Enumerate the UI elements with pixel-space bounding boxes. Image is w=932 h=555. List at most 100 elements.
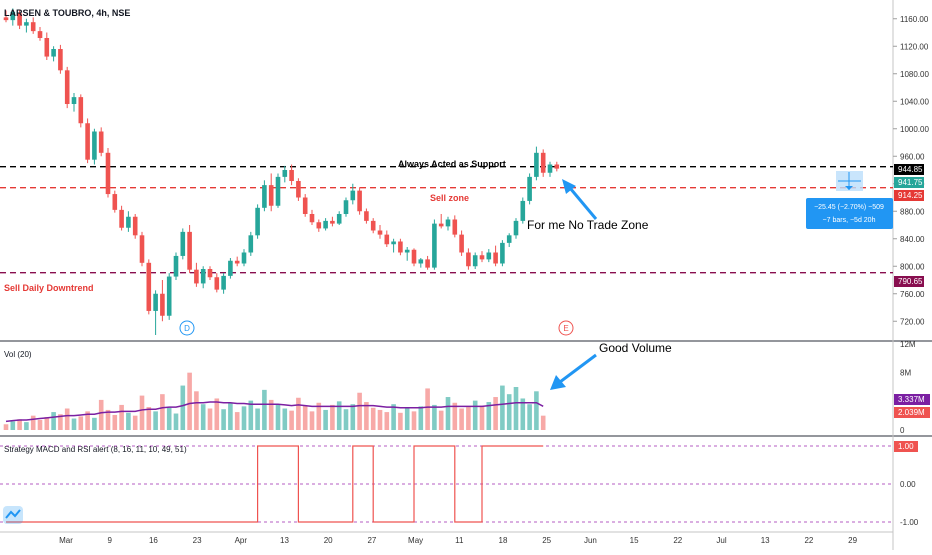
volume-bar [336,401,342,430]
volume-bar [452,402,458,430]
volume-ma-line [5,401,544,423]
time-tick-label: 20 [324,536,333,545]
dividend-marker[interactable]: D [179,320,195,336]
candle-body [160,293,165,316]
volume-bar [364,402,369,430]
candle-body [316,222,322,229]
candle [10,8,16,26]
candle [466,248,471,270]
candle [527,173,532,205]
candle [472,252,478,269]
candle-body [302,197,308,214]
candle-body [357,190,362,212]
volume-bar [187,372,192,430]
candle-body [513,220,519,236]
time-tick-label: 13 [761,536,770,545]
volume-bar [377,409,383,430]
time-tick-label: Jul [716,536,726,545]
candle [282,165,288,183]
candle-body [71,97,77,104]
tradingview-logo[interactable] [3,506,23,524]
candle [234,256,240,267]
volume-bar [10,421,16,430]
volume-bar [323,409,328,430]
candle-body [180,231,186,256]
volume-bar [166,407,172,430]
candle-body [3,17,9,21]
candle-body [336,214,342,224]
time-tick-label: 16 [149,536,158,545]
volume-bar [527,404,532,430]
candle-body [173,255,179,277]
time-tick-label: 18 [499,536,508,545]
earnings-marker[interactable]: E [558,320,574,336]
candle [71,93,77,112]
candle [51,46,56,62]
candle-body [10,11,16,21]
volume-bar [126,412,131,430]
volume-bar [139,395,145,430]
candle [500,240,505,267]
candle-body [486,252,492,260]
volume-bar [3,424,9,430]
volume-bar [160,394,165,430]
candle [357,187,362,215]
candle-body [64,70,70,104]
support-annotation: Always Acted as Support [398,159,506,169]
candle [398,238,403,256]
price-axis-labels: 944.85 941.75 914.25 790.65 [894,164,924,287]
candle [221,273,226,294]
support-price-label: 944.85 [898,165,923,174]
volume-bar [248,400,254,430]
candle-body [384,234,390,245]
candle-body [98,131,104,153]
no-trade-arrow [562,179,598,220]
candle [323,218,328,231]
volume-bar [296,397,301,430]
candle [506,233,512,247]
volume-bar [17,419,22,430]
candle-body [296,181,301,198]
time-tick-label: 29 [848,536,857,545]
candle-body [146,262,152,311]
candle-body [262,185,267,208]
volume-bar [404,408,410,430]
volume-bar [384,412,390,430]
candle-body [200,269,206,284]
strategy-last-label: 1.00 [898,442,914,451]
volume-bar [472,400,478,430]
candle [112,190,118,213]
price-tick-label: 1000.00 [900,125,929,134]
volume-bar [105,409,111,430]
volume-bars [3,372,546,430]
candle [3,10,9,23]
price-tick-label: 800.00 [900,262,925,271]
time-tick-label: Jun [584,536,597,545]
volume-bar [37,419,43,430]
candle-body [126,216,131,228]
candle-body [92,131,97,160]
volume-bar [398,412,403,430]
candle-body [500,242,505,264]
candle-body [58,49,63,71]
volume-bar [241,406,247,430]
daily-price-label: 790.65 [898,277,923,286]
volume-bar [534,391,539,430]
volume-bar [200,404,206,430]
volume-bar [282,408,288,430]
candle-body [268,185,274,206]
candle-body [309,214,315,223]
time-tick-label: 27 [367,536,376,545]
candle [85,118,90,164]
measure-tool[interactable]: −25.45 (−2.70%) −509 −7 bars, −5d 20h [806,171,893,229]
levels [0,166,893,274]
good-volume-arrow [550,353,597,390]
volume-bar [330,404,335,430]
candle-body [44,38,50,57]
candle-body [370,220,376,231]
volume-bar [275,404,281,430]
candle [302,194,308,217]
price-tick-label: 840.00 [900,235,925,244]
sell-zone-price-label: 914.25 [898,191,923,200]
volume-bar [153,411,158,430]
